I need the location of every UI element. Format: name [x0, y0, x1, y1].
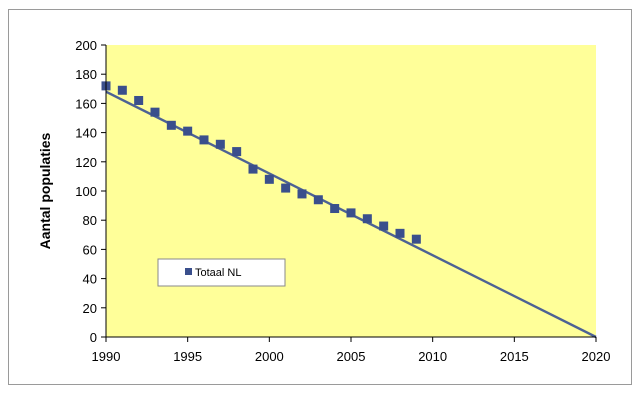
data-point — [379, 221, 389, 231]
y-tick-label: 180 — [75, 67, 97, 82]
data-point — [232, 147, 242, 157]
x-tick-label: 1995 — [173, 349, 202, 364]
y-tick-label: 20 — [83, 301, 97, 316]
y-tick-label: 80 — [83, 213, 97, 228]
legend-box — [157, 258, 286, 287]
x-tick-label: 2000 — [255, 349, 284, 364]
y-tick-label: 100 — [75, 184, 97, 199]
data-point — [395, 228, 405, 238]
data-point — [346, 208, 356, 218]
legend-label: Totaal NL — [195, 267, 241, 279]
axes — [101, 44, 597, 342]
data-point — [330, 204, 340, 214]
y-tick-label: 160 — [75, 96, 97, 111]
data-point — [313, 195, 323, 205]
data-point — [297, 189, 307, 199]
x-tick-label: 2010 — [418, 349, 447, 364]
data-point — [264, 174, 274, 184]
data-point — [248, 164, 258, 174]
x-tick-label: 2020 — [582, 349, 611, 364]
data-point — [199, 135, 209, 145]
y-tick-label: 140 — [75, 126, 97, 141]
legend: Totaal NL — [157, 258, 286, 287]
y-tick-label: 60 — [83, 242, 97, 257]
data-point — [362, 214, 372, 224]
data-point — [134, 95, 144, 105]
y-tick-label: 0 — [90, 330, 97, 345]
data-point — [183, 126, 193, 136]
y-axis-title: Aantal populaties — [37, 132, 53, 249]
data-point — [411, 234, 421, 244]
x-tick-label: 2015 — [500, 349, 529, 364]
x-tick-labels: 1990 1995 2000 2005 2010 2015 2020 — [92, 349, 611, 364]
y-tick-labels: 0 20 40 60 80 100 120 140 160 180 200 — [75, 38, 97, 345]
legend-marker — [185, 268, 192, 275]
y-tick-label: 200 — [75, 38, 97, 53]
data-point — [281, 183, 291, 193]
data-point — [215, 139, 225, 149]
y-tick-label: 120 — [75, 155, 97, 170]
data-point — [150, 107, 160, 117]
x-tick-label: 2005 — [337, 349, 366, 364]
x-tick-label: 1990 — [92, 349, 121, 364]
data-point — [117, 85, 127, 95]
data-point — [166, 120, 176, 130]
plot-area — [106, 45, 596, 337]
y-tick-label: 40 — [83, 272, 97, 287]
